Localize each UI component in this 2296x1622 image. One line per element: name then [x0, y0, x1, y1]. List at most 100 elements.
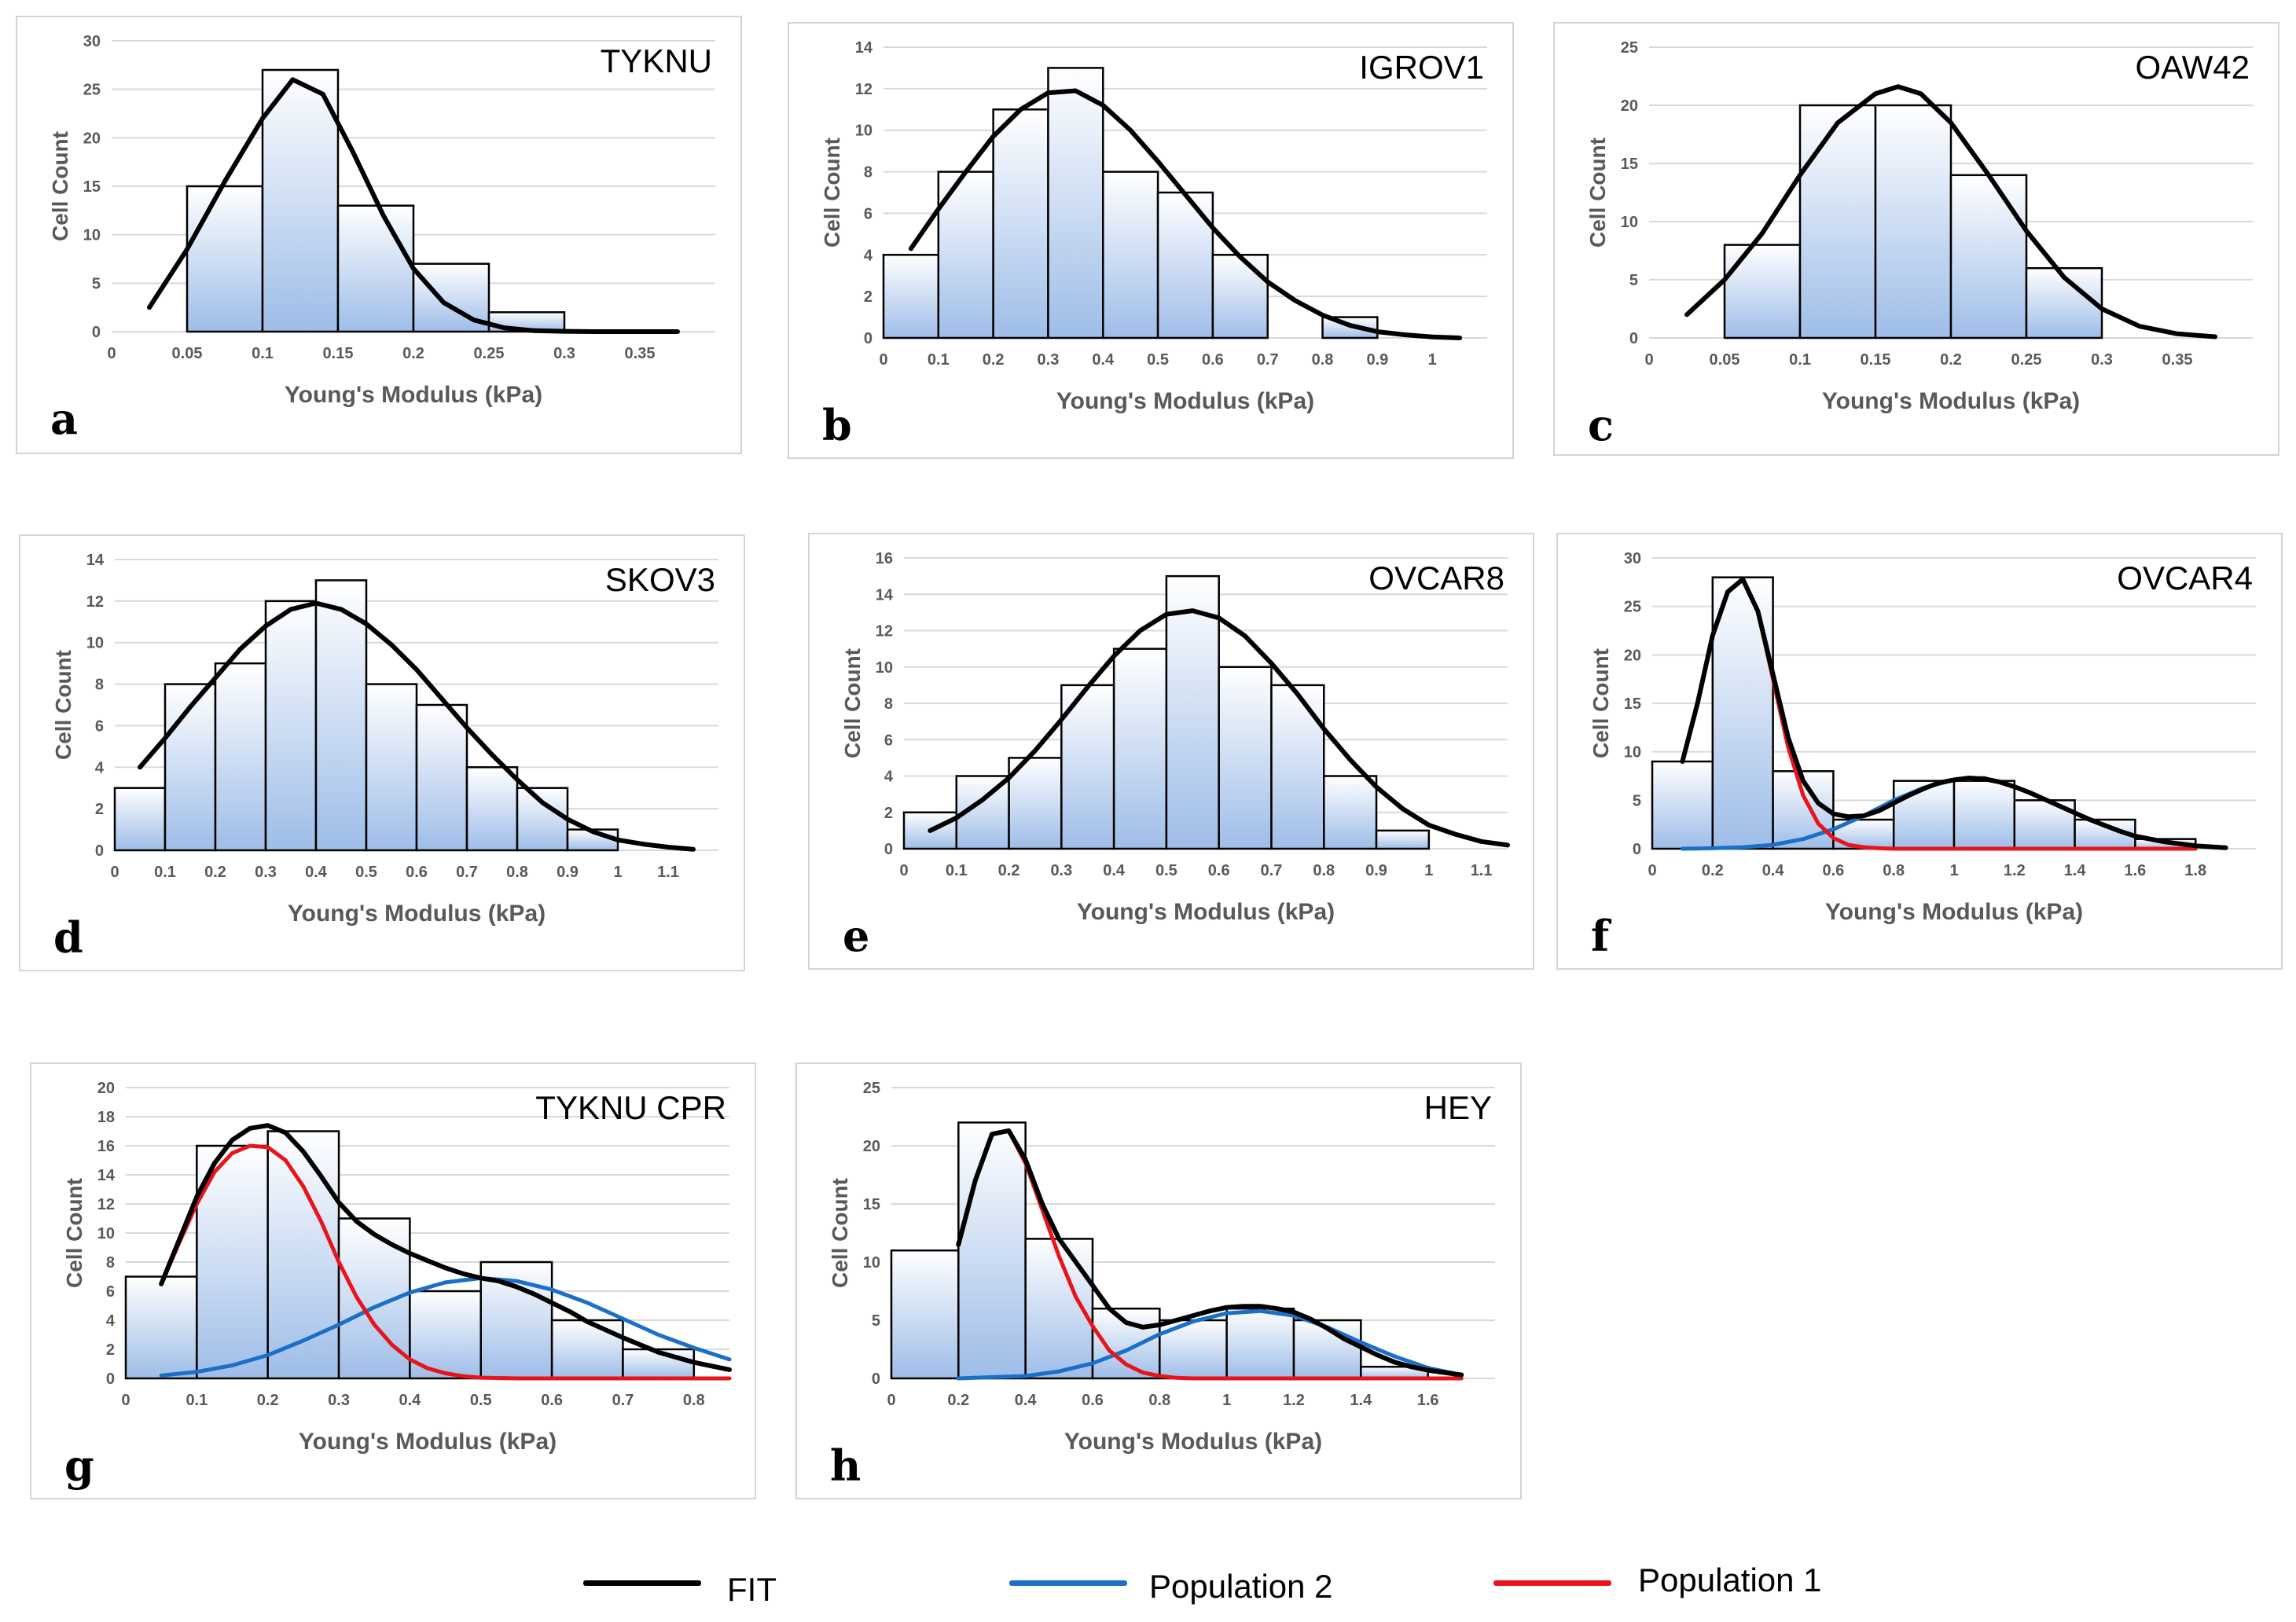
x-tick-label: 0: [110, 864, 119, 881]
x-tick-label: 0.05: [1710, 351, 1740, 369]
x-tick-label: 0.6: [541, 1392, 563, 1409]
y-tick-label: 25: [863, 1080, 880, 1097]
x-tick-label: 0.3: [2091, 351, 2113, 369]
y-tick-label: 14: [876, 586, 894, 604]
y-tick-label: 5: [872, 1312, 880, 1330]
x-tick-label: 0.2: [998, 862, 1020, 879]
histogram-bar: [957, 1121, 1027, 1380]
x-tick-label: 0.4: [1092, 351, 1115, 369]
histogram-bar: [264, 600, 318, 852]
panel-letter: h: [830, 1440, 861, 1491]
chart-title: TYKNU CPR: [535, 1089, 726, 1126]
y-tick-label: 25: [83, 82, 101, 99]
y-tick-label: 0: [92, 324, 101, 341]
y-tick-label: 10: [1621, 214, 1638, 231]
histogram-bar: [266, 1130, 340, 1380]
legend-fit-swatch: [583, 1580, 701, 1586]
histogram-bar: [1211, 254, 1269, 339]
x-tick-label: 0.25: [2011, 351, 2042, 369]
legend-fit-label: FIT: [727, 1571, 777, 1608]
y-tick-label: 0: [864, 330, 872, 347]
y-tick-label: 6: [95, 717, 104, 735]
fit-curve: [956, 1128, 1464, 1378]
histogram-bar: [124, 1275, 198, 1380]
chart-svg-d: 0 2 4 6 8 10 12 14 0 0.1 0.2 0.3 0.4 0.5 0.6 0.7 0.8 0.9 1…: [51, 552, 718, 963]
y-tick-label: 6: [884, 732, 893, 749]
x-tick-label: 0.4: [305, 864, 328, 881]
chart-title: HEY: [1424, 1089, 1492, 1126]
chart-title: IGROV1: [1359, 49, 1484, 86]
x-tick-label: 0: [1644, 351, 1653, 369]
y-tick-label: 12: [97, 1196, 115, 1213]
histogram-bar: [186, 185, 264, 333]
histogram-bar: [1723, 244, 1802, 339]
x-tick-label: 0: [121, 1392, 130, 1409]
x-tick-label: 0: [899, 862, 908, 879]
x-axis-label: Young's Modulus (kPa): [1056, 388, 1314, 414]
x-tick-label: 0.8: [683, 1392, 705, 1409]
x-axis-label: Young's Modulus (kPa): [299, 1429, 557, 1455]
chart-title: SKOV3: [605, 561, 715, 598]
histogram-bar: [1112, 648, 1168, 850]
histogram-bar: [314, 579, 368, 852]
x-tick-label: 0.8: [1883, 862, 1905, 879]
chart-panel-b: 0 2 4 6 8 10 12 14 0 0.1 0.2 0.3 0.4 0.5 0.6 0.7 0.8 0.9 1…: [788, 22, 1514, 459]
panel-letter: f: [1591, 911, 1612, 961]
x-tick-label: 1.6: [2124, 862, 2146, 879]
x-tick-label: 0.7: [612, 1392, 634, 1409]
y-tick-label: 25: [1621, 39, 1638, 57]
x-tick-label: 0.9: [557, 864, 579, 881]
y-tick-label: 14: [855, 39, 873, 57]
x-tick-label: 0.35: [625, 345, 656, 362]
x-tick-label: 1.8: [2184, 862, 2206, 879]
histogram-bar: [1711, 576, 1774, 850]
y-tick-label: 15: [83, 178, 101, 196]
panel-letter: a: [50, 394, 78, 444]
x-tick-label: 0.6: [1822, 862, 1844, 879]
legend-population1-label: Population 1: [1638, 1561, 1822, 1598]
histogram-bar: [1874, 104, 1953, 339]
histogram-bar: [415, 703, 468, 852]
x-tick-label: 0: [1648, 862, 1656, 879]
x-tick-label: 0.4: [1762, 862, 1785, 879]
y-tick-label: 12: [876, 623, 893, 640]
x-tick-label: 0.3: [255, 864, 277, 881]
histogram-bar: [1323, 775, 1378, 850]
x-axis-label: Young's Modulus (kPa): [288, 901, 546, 927]
x-tick-label: 0.1: [186, 1392, 208, 1409]
histogram-bar: [163, 683, 217, 852]
x-tick-label: 0.9: [1366, 351, 1388, 369]
x-tick-label: 0.6: [406, 864, 428, 881]
x-tick-label: 0.4: [399, 1392, 422, 1409]
x-tick-label: 1.4: [1350, 1392, 1372, 1409]
x-tick-label: 0.15: [1861, 351, 1891, 369]
y-tick-label: 0: [884, 841, 893, 858]
x-tick-label: 0.2: [204, 864, 226, 881]
histogram-bar: [214, 662, 267, 852]
histogram-bar: [1270, 684, 1325, 850]
x-tick-label: 0.7: [1261, 862, 1283, 879]
histogram-bar: [1798, 104, 1877, 339]
legend-population2-label: Population 2: [1149, 1568, 1333, 1605]
histogram-bar: [1225, 1307, 1295, 1380]
y-tick-label: 14: [97, 1167, 116, 1184]
x-tick-label: 0.8: [1312, 351, 1334, 369]
histogram-bar: [550, 1319, 624, 1380]
y-tick-label: 12: [855, 81, 872, 98]
y-tick-label: 25: [1624, 599, 1641, 616]
x-tick-label: 0.3: [553, 345, 575, 362]
histogram-bar: [465, 766, 519, 852]
histogram-bar: [261, 68, 340, 333]
chart-svg-f: 0 5 10 15 20 25 30 0 0.2 0.4 0.6 0.8 1 1.2 1.4 1.6 1.8 OV…: [1589, 550, 2256, 961]
x-tick-label: 0.8: [1313, 862, 1335, 879]
population2-curve: [956, 1308, 1464, 1381]
x-tick-label: 1.6: [1417, 1392, 1439, 1409]
x-tick-label: 0.5: [1147, 351, 1169, 369]
chart-panel-g: 0 2 4 6 8 10 12 14 16 18 20 0 0.1 0.2 0.3 0.4 0.5 0.6 0.7 0…: [30, 1062, 756, 1499]
y-tick-label: 10: [1624, 744, 1641, 761]
y-tick-label: 8: [884, 695, 893, 713]
x-tick-label: 1.1: [657, 864, 679, 881]
y-tick-label: 6: [864, 205, 872, 222]
y-tick-label: 0: [106, 1371, 115, 1388]
x-tick-label: 0.6: [1082, 1392, 1104, 1409]
